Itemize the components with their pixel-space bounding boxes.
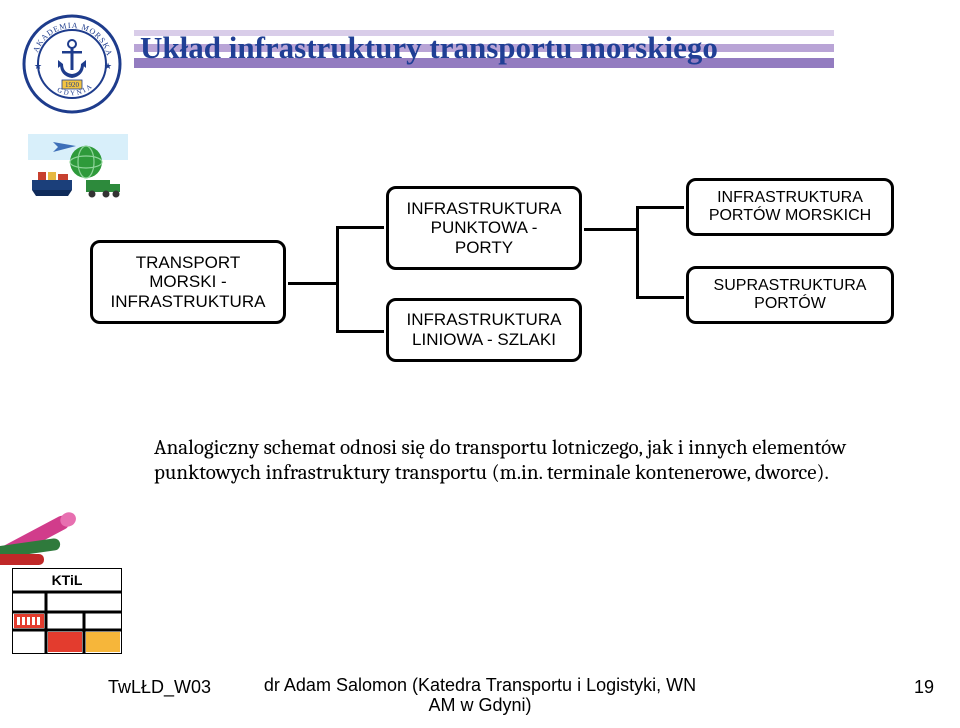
caption-paragraph: Analogiczny schemat odnosi się do transp… <box>154 436 854 486</box>
node-n5: SUPRASTRUKTURAPORTÓW <box>686 266 894 324</box>
node-n1: TRANSPORTMORSKI -INFRASTRUKTURA <box>90 240 286 324</box>
node-n2: INFRASTRUKTURAPUNKTOWA -PORTY <box>386 186 582 270</box>
academy-logo: AKADEMIA MORSKA GDYNIA 1920 ★ ★ <box>22 14 122 114</box>
node-n3: INFRASTRUKTURALINIOWA - SZLAKI <box>386 298 582 362</box>
node-n4: INFRASTRUKTURAPORTÓW MORSKICH <box>686 178 894 236</box>
svg-text:1920: 1920 <box>65 81 80 89</box>
svg-text:★: ★ <box>34 61 42 71</box>
footer-right: 19 <box>914 677 934 698</box>
ktil-logo: KTiL <box>12 568 122 654</box>
page-title: Układ infrastruktury transportu morskieg… <box>140 24 932 66</box>
flowchart: TRANSPORTMORSKI -INFRASTRUKTURA INFRASTRU… <box>90 178 910 408</box>
footer-center: dr Adam Salomon (Katedra Transportu i Lo… <box>0 675 960 716</box>
crayons-decor <box>0 490 102 570</box>
svg-text:★: ★ <box>104 61 112 71</box>
svg-text:KTiL: KTiL <box>52 572 83 588</box>
